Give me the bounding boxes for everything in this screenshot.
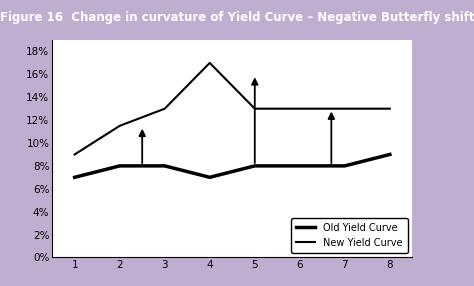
- Text: Figure 16  Change in curvature of Yield Curve – Negative Butterfly shift: Figure 16 Change in curvature of Yield C…: [0, 11, 474, 24]
- Legend: Old Yield Curve, New Yield Curve: Old Yield Curve, New Yield Curve: [291, 218, 408, 253]
